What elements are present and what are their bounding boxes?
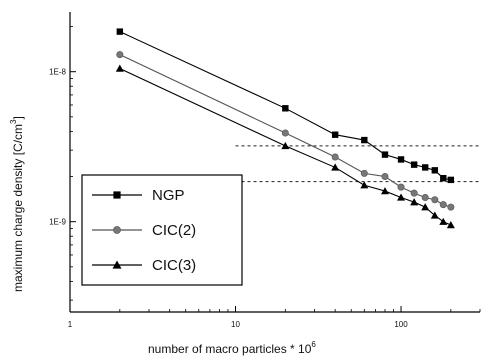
x-tick-label: 1 <box>68 320 73 329</box>
data-point-square <box>431 167 439 174</box>
data-point-square <box>381 151 389 158</box>
data-point-square <box>447 176 455 184</box>
data-point-circle <box>281 129 289 137</box>
data-point-triangle <box>410 198 419 206</box>
data-point-square <box>410 161 418 168</box>
series-triangle <box>115 64 455 229</box>
data-point-triangle <box>446 221 455 229</box>
axis-ticks: 1 10 100 1E-8 1E-9 <box>49 26 481 329</box>
data-point-triangle <box>430 211 439 219</box>
y-axis-title: maximum charge density [C/cm3] <box>9 116 25 292</box>
data-point-circle <box>439 201 447 209</box>
x-axis-title: number of macro particles * 106 <box>148 340 316 356</box>
data-point-square <box>282 105 289 112</box>
data-point-circle <box>113 226 121 234</box>
data-point-circle <box>410 189 418 197</box>
data-point-triangle <box>331 163 340 171</box>
data-point-square <box>422 164 429 171</box>
data-point-triangle <box>439 217 448 225</box>
data-point-triangle <box>380 187 389 195</box>
legend-label: CIC(3) <box>152 257 196 274</box>
data-point-square <box>331 131 339 138</box>
y-tick-label: 1E-9 <box>49 218 66 227</box>
series-circle <box>116 51 455 211</box>
legend-label: CIC(2) <box>152 222 196 239</box>
data-point-circle <box>447 203 455 211</box>
x-tick-label: 10 <box>231 320 240 329</box>
legend: NGP CIC(2) CIC(3) <box>81 174 243 286</box>
data-point-triangle <box>112 260 122 269</box>
data-point-triangle <box>421 203 430 211</box>
series-square <box>116 28 455 184</box>
plot-frame <box>69 12 480 313</box>
data-point-square <box>440 174 447 182</box>
series-group <box>115 28 455 229</box>
data-point-triangle <box>397 193 406 201</box>
legend-item: CIC(2) <box>92 222 196 239</box>
data-point-circle <box>421 193 429 201</box>
legend-label: NGP <box>152 187 185 204</box>
data-point-circle <box>331 153 339 161</box>
data-point-circle <box>397 183 405 191</box>
data-point-square <box>397 156 405 163</box>
data-point-circle <box>431 196 439 204</box>
x-tick-label: 100 <box>394 320 408 329</box>
data-point-circle <box>116 51 124 59</box>
data-point-square <box>361 136 368 144</box>
data-point-triangle <box>281 141 290 150</box>
data-point-circle <box>360 169 368 177</box>
y-tick-label: 1E-8 <box>49 68 66 77</box>
data-point-circle <box>381 173 389 181</box>
data-point-triangle <box>360 181 369 189</box>
data-point-triangle <box>115 64 124 72</box>
data-point-square <box>113 191 121 199</box>
legend-item: CIC(3) <box>92 257 196 274</box>
legend-item: NGP <box>92 187 185 204</box>
data-point-square <box>116 28 124 35</box>
